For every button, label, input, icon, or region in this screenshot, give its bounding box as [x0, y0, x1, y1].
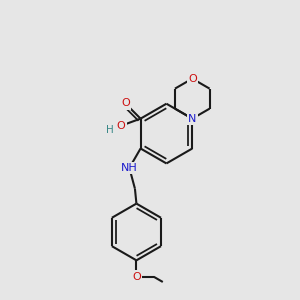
Text: O: O	[132, 272, 141, 282]
Text: O: O	[116, 121, 125, 131]
Text: O: O	[121, 98, 130, 108]
Text: O: O	[188, 74, 197, 84]
Text: H: H	[106, 125, 114, 135]
Text: N: N	[188, 114, 196, 124]
Text: NH: NH	[121, 163, 138, 173]
